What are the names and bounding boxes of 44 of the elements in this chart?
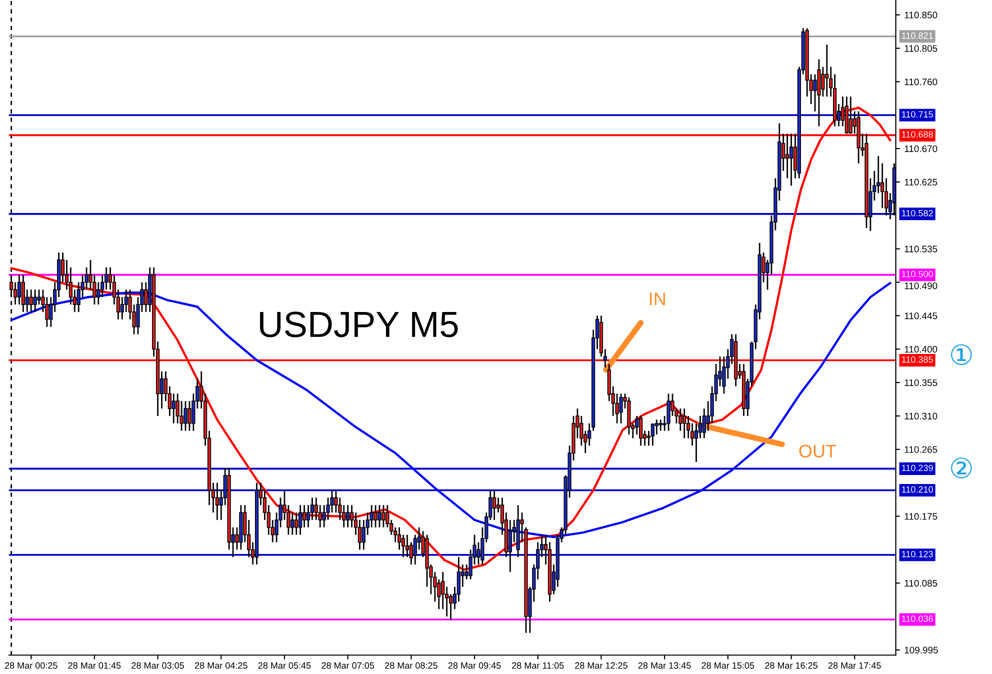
y-tick-label: 110.850 <box>904 12 938 18</box>
ref-line-label: 110.036 <box>902 616 933 622</box>
text: ① <box>951 344 972 365</box>
y-tick-label: 110.535 <box>904 246 938 252</box>
y-tick-label: 110.400 <box>904 346 938 353</box>
y-tick-label: 110.625 <box>904 178 938 186</box>
x-tick-label: 28 Mar 17:45 <box>828 662 881 669</box>
ref-line-label: 110.688 <box>902 131 933 138</box>
x-tick-label: 28 Mar 12:25 <box>575 662 628 669</box>
y-tick-label: 109.995 <box>904 646 938 654</box>
x-tick-label: 28 Mar 01:45 <box>68 662 121 669</box>
ref-line-label: 110.582 <box>902 210 933 216</box>
text: ② <box>951 458 972 478</box>
x-tick-label: 28 Mar 16:25 <box>765 662 818 669</box>
annotation: OUT <box>799 444 836 458</box>
x-tick-label: 28 Mar 09:45 <box>448 662 501 669</box>
x-tick-label: 28 Mar 15:05 <box>702 662 754 669</box>
y-tick-label: 110.265 <box>904 446 938 453</box>
x-tick-label: 28 Mar 05:45 <box>258 662 311 669</box>
ref-line-label: 110.210 <box>902 486 933 493</box>
ref-line-label: 110.821 <box>902 32 933 39</box>
x-tick-label: 28 Mar 13:45 <box>638 662 691 669</box>
y-tick-label: 110.085 <box>904 580 938 587</box>
ref-line-label: 110.385 <box>902 356 933 363</box>
x-tick-label: 28 Mar 08:25 <box>385 662 438 669</box>
annotation: USDJPY M5 <box>260 312 458 338</box>
y-tick-label: 110.355 <box>904 379 938 386</box>
annotation: IN <box>650 292 665 306</box>
y-tick-label: 110.490 <box>904 282 938 290</box>
x-tick-label: 28 Mar 04:25 <box>194 662 248 669</box>
y-tick-label: 110.175 <box>904 513 938 520</box>
ref-line-label: 110.500 <box>902 270 933 278</box>
x-tick-label: 28 Mar 03:05 <box>132 662 184 669</box>
y-tick-label: 110.805 <box>904 45 938 52</box>
y-tick-label: 110.760 <box>904 78 938 86</box>
ref-line-label: 110.715 <box>902 111 933 118</box>
y-tick-label: 110.310 <box>904 412 938 420</box>
x-tick-label: 28 Mar 07:05 <box>322 662 374 669</box>
x-tick-label: 28 Mar 00:25 <box>4 662 58 669</box>
ref-line-label: 110.123 <box>902 550 933 558</box>
y-tick-label: 110.445 <box>904 312 938 320</box>
y-tick-label: 110.670 <box>904 145 938 152</box>
x-tick-label: 28 Mar 11:05 <box>512 662 564 669</box>
ref-line-label: 110.239 <box>902 464 933 472</box>
